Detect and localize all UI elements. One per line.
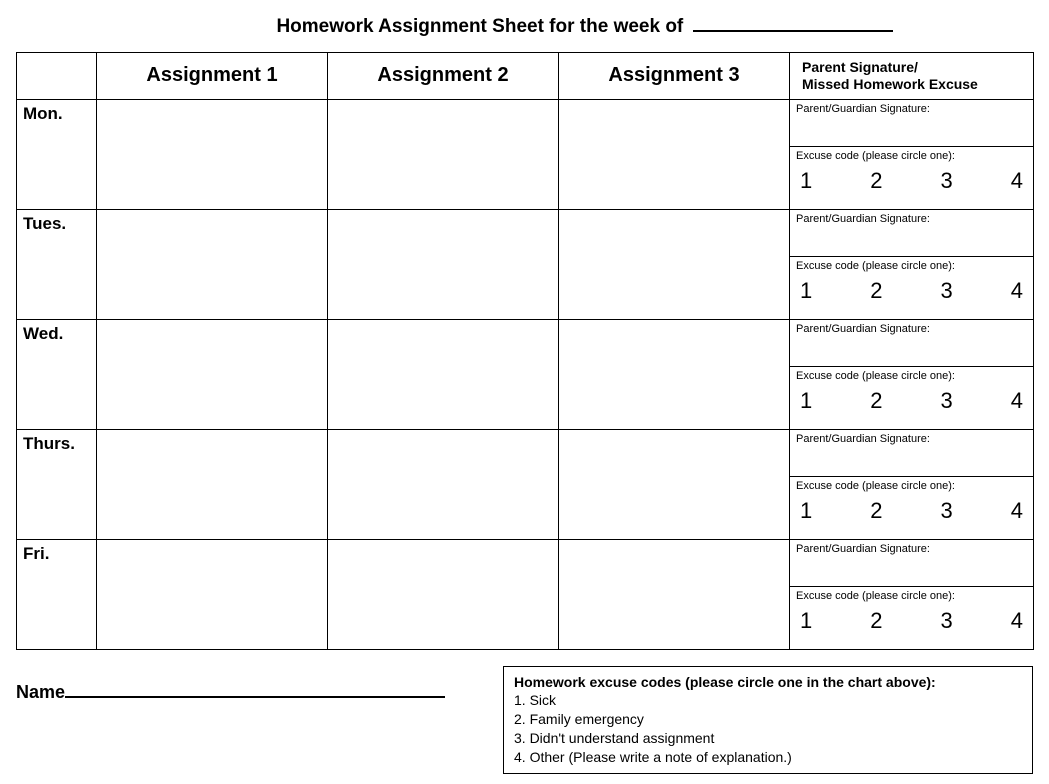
- title-text: Homework Assignment Sheet for the week o…: [276, 16, 683, 37]
- excuse-codes: 1 2 3 4: [796, 388, 1027, 416]
- excuse-code-option[interactable]: 4: [1011, 608, 1023, 634]
- assignment-cell[interactable]: [328, 429, 559, 539]
- legend-item: 1. Sick: [514, 691, 1022, 710]
- table-row: Tues.Parent/Guardian Signature:Excuse co…: [17, 209, 1034, 319]
- excuse-code-option[interactable]: 3: [941, 278, 953, 304]
- excuse-label: Excuse code (please circle one):: [796, 150, 1027, 162]
- assignment-cell[interactable]: [328, 99, 559, 209]
- table-header-row: Assignment 1 Assignment 2 Assignment 3 P…: [17, 53, 1034, 100]
- bottom-row: Name Homework excuse codes (please circl…: [16, 666, 1033, 774]
- day-label: Thurs.: [17, 429, 97, 539]
- legend-item: 2. Family emergency: [514, 710, 1022, 729]
- excuse-codes: 1 2 3 4: [796, 168, 1027, 196]
- excuse-code-option[interactable]: 2: [870, 168, 882, 194]
- excuse-code-option[interactable]: 4: [1011, 388, 1023, 414]
- homework-table: Assignment 1 Assignment 2 Assignment 3 P…: [16, 52, 1034, 650]
- signature-cell: Parent/Guardian Signature:Excuse code (p…: [790, 539, 1034, 649]
- name-field: Name: [16, 682, 445, 703]
- assignment-cell[interactable]: [559, 429, 790, 539]
- signature-label: Parent/Guardian Signature:: [790, 100, 1033, 146]
- assignment-cell[interactable]: [328, 209, 559, 319]
- col-header-signature: Parent Signature/ Missed Homework Excuse: [790, 53, 1034, 100]
- excuse-code-option[interactable]: 1: [800, 498, 812, 524]
- excuse-codes: 1 2 3 4: [796, 608, 1027, 636]
- signature-cell: Parent/Guardian Signature:Excuse code (p…: [790, 99, 1034, 209]
- assignment-cell[interactable]: [97, 539, 328, 649]
- signature-cell: Parent/Guardian Signature:Excuse code (p…: [790, 429, 1034, 539]
- excuse-label: Excuse code (please circle one):: [796, 260, 1027, 272]
- excuse-section: Excuse code (please circle one): 1 2 3 4: [790, 586, 1033, 636]
- day-label: Wed.: [17, 319, 97, 429]
- assignment-cell[interactable]: [559, 209, 790, 319]
- sig-header-line2: Missed Homework Excuse: [802, 76, 978, 92]
- signature-cell: Parent/Guardian Signature:Excuse code (p…: [790, 209, 1034, 319]
- name-blank-line[interactable]: [65, 696, 445, 698]
- excuse-code-option[interactable]: 2: [870, 388, 882, 414]
- excuse-code-option[interactable]: 4: [1011, 498, 1023, 524]
- excuse-label: Excuse code (please circle one):: [796, 590, 1027, 602]
- col-header-assignment-1: Assignment 1: [97, 53, 328, 100]
- excuse-code-option[interactable]: 1: [800, 388, 812, 414]
- name-label: Name: [16, 682, 65, 702]
- week-of-blank[interactable]: [693, 30, 893, 32]
- excuse-code-option[interactable]: 1: [800, 168, 812, 194]
- excuse-code-option[interactable]: 4: [1011, 278, 1023, 304]
- page-title: Homework Assignment Sheet for the week o…: [136, 16, 1033, 38]
- excuse-code-option[interactable]: 3: [941, 388, 953, 414]
- signature-label: Parent/Guardian Signature:: [790, 320, 1033, 366]
- excuse-code-option[interactable]: 3: [941, 168, 953, 194]
- excuse-code-option[interactable]: 3: [941, 498, 953, 524]
- assignment-cell[interactable]: [97, 429, 328, 539]
- day-label: Tues.: [17, 209, 97, 319]
- assignment-cell[interactable]: [97, 209, 328, 319]
- assignment-cell[interactable]: [559, 539, 790, 649]
- assignment-cell[interactable]: [97, 99, 328, 209]
- legend-item: 4. Other (Please write a note of explana…: [514, 748, 1022, 767]
- excuse-code-option[interactable]: 2: [870, 498, 882, 524]
- excuse-section: Excuse code (please circle one): 1 2 3 4: [790, 146, 1033, 196]
- assignment-cell[interactable]: [328, 319, 559, 429]
- table-row: Mon.Parent/Guardian Signature:Excuse cod…: [17, 99, 1034, 209]
- day-label: Fri.: [17, 539, 97, 649]
- day-label: Mon.: [17, 99, 97, 209]
- excuse-label: Excuse code (please circle one):: [796, 480, 1027, 492]
- excuse-code-option[interactable]: 1: [800, 608, 812, 634]
- table-row: Wed.Parent/Guardian Signature:Excuse cod…: [17, 319, 1034, 429]
- excuse-code-option[interactable]: 2: [870, 278, 882, 304]
- excuse-code-option[interactable]: 2: [870, 608, 882, 634]
- excuse-section: Excuse code (please circle one): 1 2 3 4: [790, 366, 1033, 416]
- excuse-code-option[interactable]: 1: [800, 278, 812, 304]
- assignment-cell[interactable]: [559, 99, 790, 209]
- table-row: Fri.Parent/Guardian Signature:Excuse cod…: [17, 539, 1034, 649]
- excuse-codes: 1 2 3 4: [796, 278, 1027, 306]
- assignment-cell[interactable]: [559, 319, 790, 429]
- excuse-legend: Homework excuse codes (please circle one…: [503, 666, 1033, 774]
- excuse-section: Excuse code (please circle one): 1 2 3 4: [790, 256, 1033, 306]
- signature-label: Parent/Guardian Signature:: [790, 540, 1033, 586]
- signature-label: Parent/Guardian Signature:: [790, 430, 1033, 476]
- sig-header-line1: Parent Signature/: [802, 59, 918, 75]
- table-row: Thurs.Parent/Guardian Signature:Excuse c…: [17, 429, 1034, 539]
- excuse-code-option[interactable]: 4: [1011, 168, 1023, 194]
- legend-item: 3. Didn't understand assignment: [514, 729, 1022, 748]
- signature-label: Parent/Guardian Signature:: [790, 210, 1033, 256]
- assignment-cell[interactable]: [97, 319, 328, 429]
- assignment-cell[interactable]: [328, 539, 559, 649]
- legend-title: Homework excuse codes (please circle one…: [514, 673, 1022, 692]
- signature-cell: Parent/Guardian Signature:Excuse code (p…: [790, 319, 1034, 429]
- col-header-day: [17, 53, 97, 100]
- excuse-section: Excuse code (please circle one): 1 2 3 4: [790, 476, 1033, 526]
- col-header-assignment-3: Assignment 3: [559, 53, 790, 100]
- excuse-code-option[interactable]: 3: [941, 608, 953, 634]
- col-header-assignment-2: Assignment 2: [328, 53, 559, 100]
- excuse-codes: 1 2 3 4: [796, 498, 1027, 526]
- excuse-label: Excuse code (please circle one):: [796, 370, 1027, 382]
